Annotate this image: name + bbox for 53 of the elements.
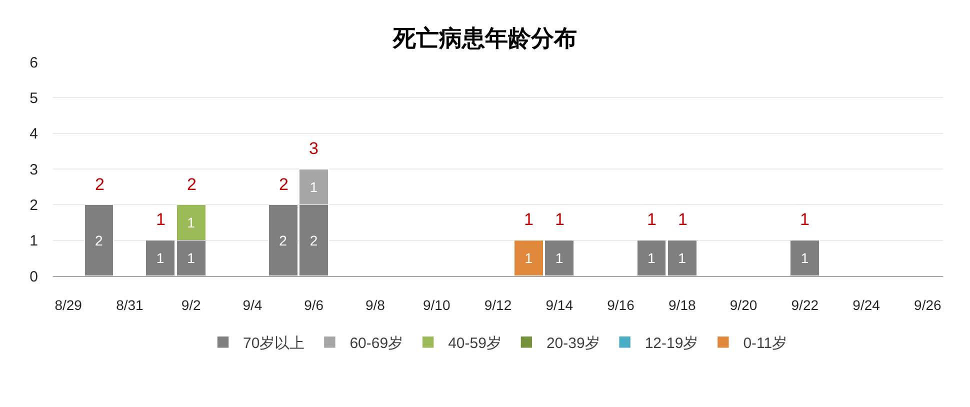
bar	[790, 240, 820, 276]
data-label: 1	[310, 178, 318, 195]
data-label: 2	[310, 232, 318, 248]
total-label: 1	[678, 210, 688, 229]
legend-label: 12-19岁	[644, 334, 698, 352]
bar	[84, 204, 114, 276]
total-label: 1	[555, 210, 564, 229]
x-tick-label: 9/22	[791, 297, 819, 313]
y-tick-label: 2	[30, 196, 38, 214]
data-label: 2	[95, 232, 104, 248]
total-label: 2	[279, 175, 288, 194]
x-tick-label: 9/2	[181, 297, 202, 313]
total-label: 1	[647, 210, 656, 229]
legend-label: 20-39岁	[546, 334, 600, 352]
y-tick-label: 3	[30, 161, 38, 178]
data-label: 1	[647, 250, 656, 266]
x-tick-label: 9/4	[242, 297, 262, 313]
x-tick-label: 9/24	[852, 297, 880, 313]
x-tick-label: 8/31	[116, 297, 144, 313]
total-label: 2	[95, 175, 104, 194]
data-label: 1	[800, 250, 809, 266]
x-tick-label: 9/10	[422, 297, 450, 313]
data-label: 2	[279, 232, 288, 248]
data-label: 1	[678, 250, 686, 266]
x-tick-label: 9/18	[668, 297, 696, 313]
y-tick-label: 6	[30, 54, 38, 72]
data-label: 1	[524, 250, 533, 266]
y-tick-label: 4	[30, 126, 38, 143]
chart-title: 死亡病患年龄分布	[392, 24, 577, 51]
x-tick-label: 9/12	[484, 297, 512, 313]
x-tick-label: 9/8	[366, 297, 386, 313]
legend-label: 40-59岁	[448, 334, 502, 352]
x-tick-label: 8/29	[54, 297, 82, 313]
x-tick-label: 9/14	[546, 297, 574, 313]
legend-label: 60-69岁	[350, 334, 404, 352]
total-label: 1	[156, 210, 166, 229]
total-label: 1	[524, 210, 534, 229]
x-tick-label: 9/20	[730, 297, 758, 313]
y-tick-label: 0	[30, 268, 38, 286]
y-tick-label: 5	[30, 90, 38, 107]
x-tick-label: 9/6	[304, 297, 324, 313]
total-label: 3	[309, 139, 318, 158]
x-tick-label: 9/16	[607, 297, 635, 313]
total-label: 2	[187, 175, 196, 194]
legend-label: 0-11岁	[743, 334, 788, 352]
data-label: 1	[187, 214, 196, 230]
x-tick-label: 9/26	[914, 297, 942, 313]
data-label: 1	[555, 250, 564, 266]
total-label: 1	[800, 210, 810, 229]
y-tick-label: 1	[30, 232, 38, 250]
data-label: 1	[156, 250, 164, 266]
legend-label: 70岁以上	[243, 334, 305, 352]
data-label: 1	[187, 250, 196, 266]
